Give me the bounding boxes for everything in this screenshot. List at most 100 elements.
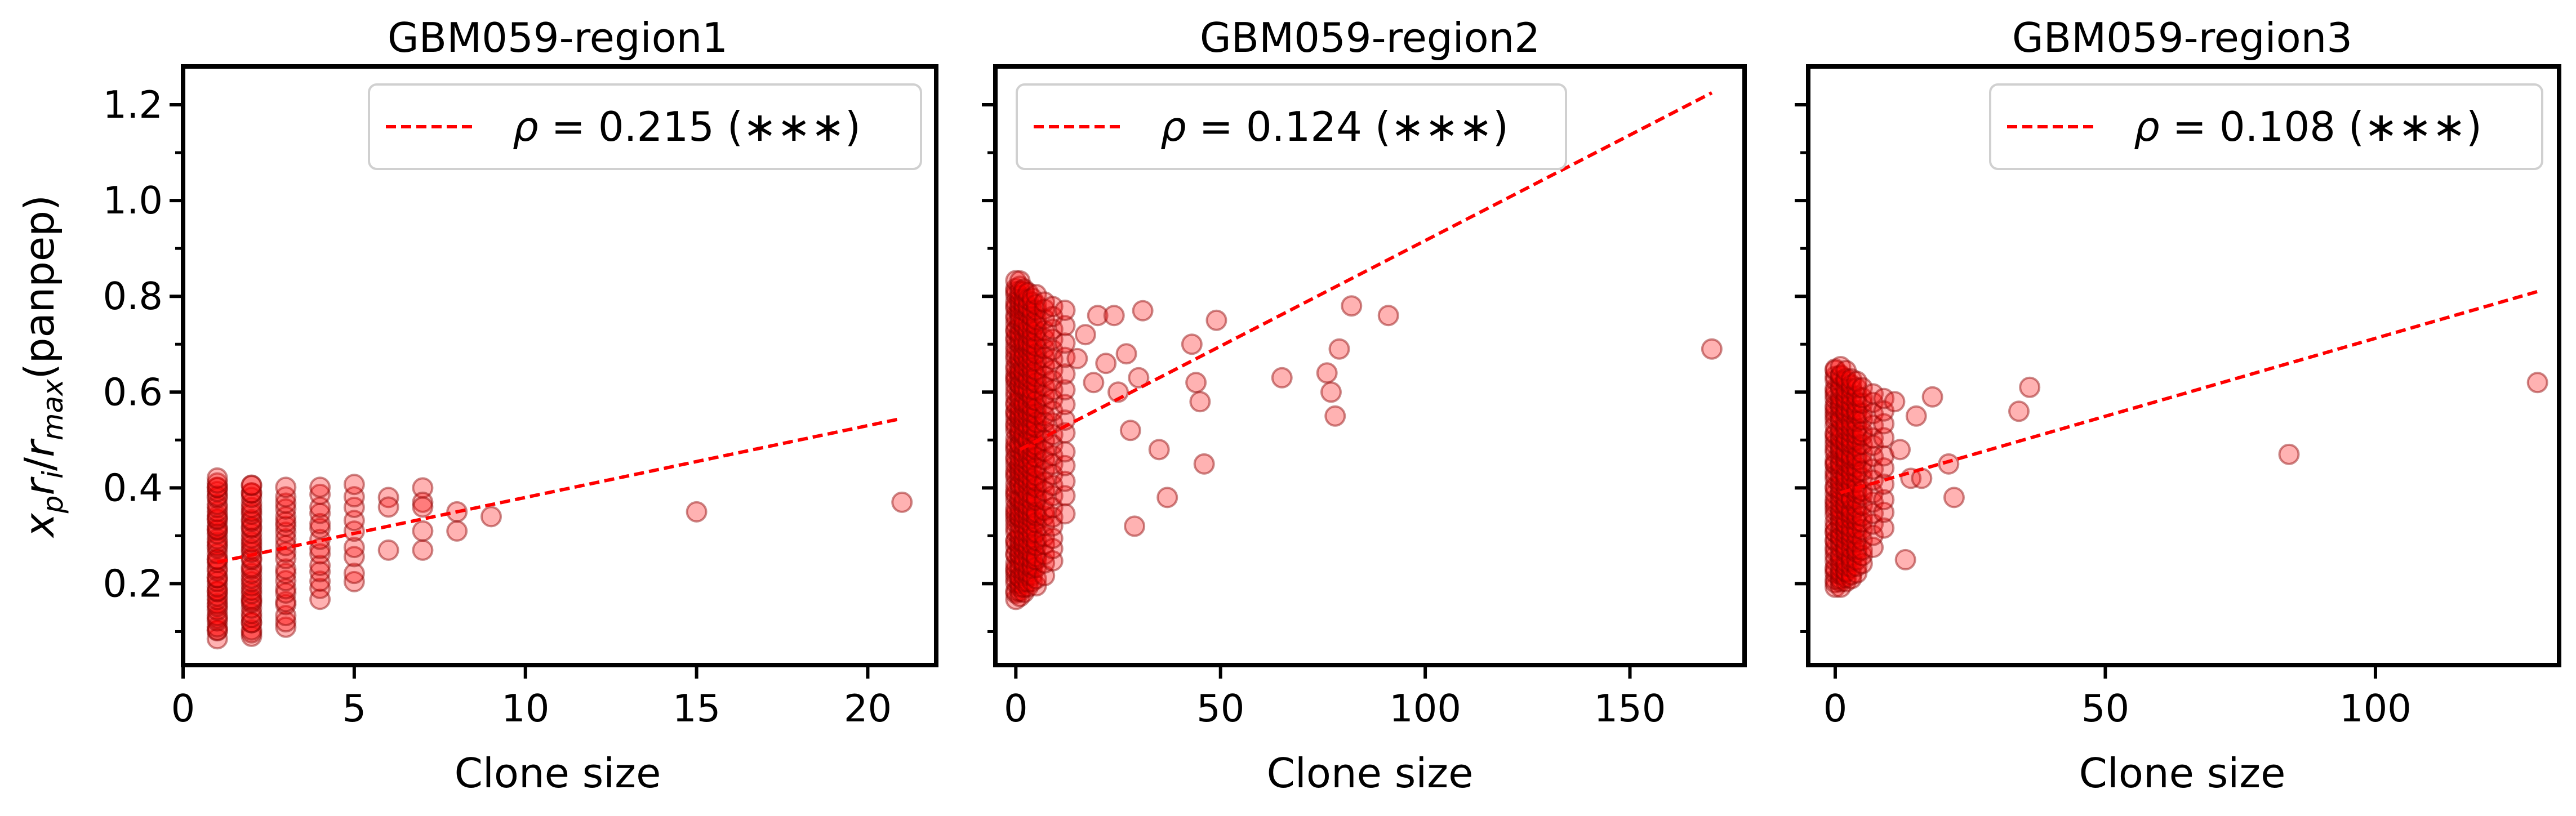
- scatter-point: [1034, 565, 1056, 587]
- scatter-point: [1009, 310, 1031, 332]
- scatter-point: [275, 591, 297, 613]
- scatter-point: [1835, 440, 1857, 462]
- scatter-point: [1824, 414, 1846, 436]
- scatter-point: [206, 543, 228, 565]
- scatter-point: [412, 520, 434, 542]
- scatter-point: [1013, 521, 1035, 543]
- scatter-point: [1017, 365, 1039, 387]
- scatter-point: [1835, 432, 1857, 454]
- scatter-point: [309, 537, 331, 559]
- scatter-point: [1824, 489, 1846, 511]
- scatter-point: [1025, 284, 1047, 306]
- scatter-point: [1185, 372, 1207, 394]
- scatter-point: [241, 622, 263, 644]
- scatter-point: [1042, 379, 1064, 401]
- scatter-point: [206, 570, 228, 592]
- scatter-point: [343, 496, 365, 518]
- scatter-point: [1013, 355, 1035, 377]
- scatter-point: [1005, 335, 1027, 357]
- scatter-point: [206, 509, 228, 531]
- scatter-point: [1005, 420, 1027, 442]
- scatter-point: [1851, 460, 1873, 482]
- scatter-point: [1005, 543, 1027, 565]
- scatter-point: [1830, 561, 1852, 583]
- scatter-point: [1017, 319, 1039, 341]
- scatter-point: [1835, 451, 1857, 472]
- scatter-point: [1009, 462, 1031, 484]
- scatter-point: [1009, 381, 1031, 403]
- scatter-point: [1009, 425, 1031, 447]
- scatter-point: [1009, 452, 1031, 474]
- scatter-point: [1054, 454, 1076, 476]
- scatter-point: [1824, 428, 1846, 450]
- scatter-point: [1017, 346, 1039, 368]
- scatter-point: [1851, 511, 1873, 533]
- scatter-point: [1013, 509, 1035, 530]
- scatter-point: [1009, 302, 1031, 324]
- scatter-point: [1830, 427, 1852, 449]
- scatter-point: [1862, 427, 1884, 449]
- scatter-point: [1830, 470, 1852, 492]
- scatter-point: [1835, 495, 1857, 517]
- scatter-point: [275, 605, 297, 627]
- scatter-point: [1021, 522, 1043, 544]
- scatter-point: [241, 592, 263, 614]
- scatter-point: [1884, 391, 1906, 413]
- scatter-point: [412, 496, 434, 518]
- scatter-point: [1034, 489, 1056, 511]
- scatter-point: [241, 541, 263, 563]
- scatter-point: [1009, 325, 1031, 347]
- scatter-point: [1009, 544, 1031, 566]
- scatter-point: [275, 511, 297, 533]
- scatter-point: [1021, 474, 1043, 496]
- scatter-point: [1034, 291, 1056, 313]
- scatter-point: [1021, 497, 1043, 519]
- scatter-point: [241, 625, 263, 647]
- scatter-point: [1851, 442, 1873, 464]
- scatter-point: [1840, 531, 1862, 553]
- scatter-point: [1824, 559, 1846, 581]
- scatter-point: [1054, 346, 1076, 368]
- scatter-point: [1034, 449, 1056, 471]
- scatter-point: [1835, 383, 1857, 405]
- scatter-point: [206, 580, 228, 602]
- scatter-point: [1013, 554, 1035, 576]
- scatter-point: [241, 612, 263, 634]
- scatter-point: [1005, 291, 1027, 313]
- scatter-point: [241, 563, 263, 585]
- scatter-point: [1009, 306, 1031, 328]
- scatter-point: [1830, 458, 1852, 480]
- scatter-point: [1021, 507, 1043, 529]
- scatter-point: [1009, 543, 1031, 565]
- scatter-point: [1840, 445, 1862, 467]
- scatter-point: [1013, 368, 1035, 390]
- scatter-point: [1013, 278, 1035, 300]
- scatter-point: [241, 497, 263, 519]
- scatter-point: [412, 539, 434, 561]
- scatter-point: [1025, 359, 1047, 381]
- scatter-point: [1013, 280, 1035, 302]
- x-tick-label: 0: [1823, 686, 1848, 730]
- scatter-point: [241, 588, 263, 610]
- scatter-point: [1017, 561, 1039, 583]
- scatter-point: [1824, 442, 1846, 463]
- scatter-point: [1830, 520, 1852, 542]
- scatter-point: [1835, 560, 1857, 582]
- scatter-point: [1846, 403, 1868, 425]
- legend-significance: (∗∗∗): [1375, 103, 1509, 150]
- scatter-point: [1013, 383, 1035, 405]
- scatter-point: [309, 502, 331, 524]
- scatter-point: [1846, 423, 1868, 445]
- scatter-point: [1830, 403, 1852, 425]
- y-tick-label: 1.2: [103, 83, 163, 127]
- scatter-point: [1830, 510, 1852, 532]
- scatter-point: [206, 581, 228, 603]
- scatter-point: [1830, 514, 1852, 536]
- scatter-point: [206, 485, 228, 507]
- scatter-point: [1835, 519, 1857, 541]
- scatter-point: [1021, 300, 1043, 322]
- scatter-point: [1128, 367, 1150, 389]
- legend-rho-value: 0.108: [2219, 103, 2335, 150]
- scatter-point: [1840, 411, 1862, 432]
- scatter-point: [206, 628, 228, 650]
